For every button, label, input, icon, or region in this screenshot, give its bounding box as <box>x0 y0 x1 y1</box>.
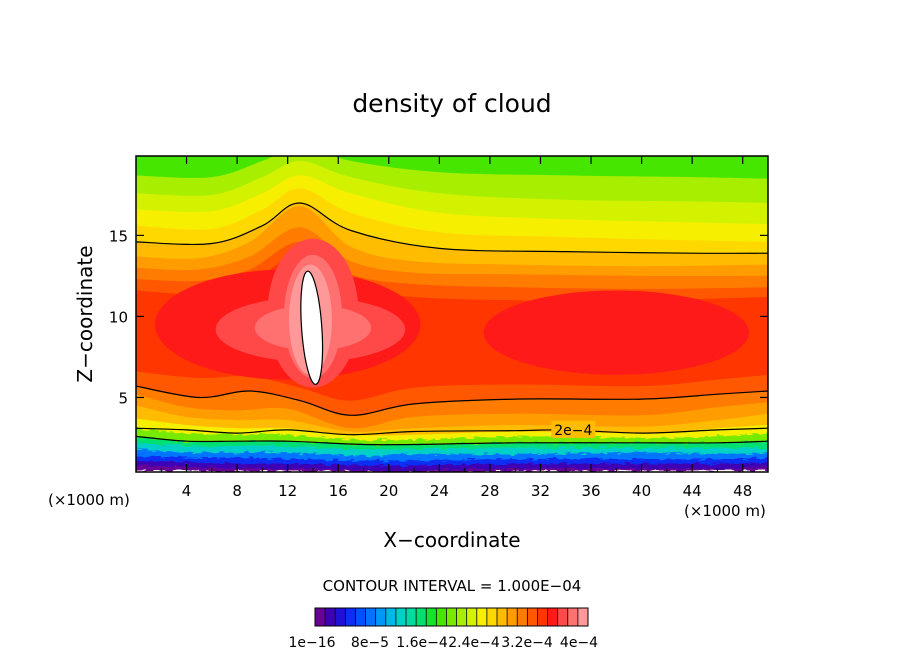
y-tick-label: 5 <box>118 389 128 407</box>
colorbar-swatch <box>476 608 488 626</box>
contour-line-lower-3 <box>136 435 768 446</box>
contour-line-top <box>136 202 768 254</box>
contour-label-bg <box>551 420 596 438</box>
contour-peak-ring <box>300 270 324 385</box>
colorbar-swatch <box>385 608 397 626</box>
colorbar <box>314 607 589 627</box>
contour-lines: 2e−4 <box>136 202 768 446</box>
colorbar-swatch <box>557 608 569 626</box>
colorbar-swatch <box>446 608 457 626</box>
colorbar-swatch <box>406 608 417 626</box>
colorbar-label: 2.4e−4 <box>448 635 500 651</box>
field-band-lower-11 <box>136 465 768 472</box>
x-tick-label: 24 <box>430 482 449 500</box>
x-axis: 4 8 12 16 20 24 28 32 36 40 44 48 <box>160 156 752 500</box>
x-tick-label: 4 <box>182 482 192 500</box>
x-unit-left: (×1000 m) <box>48 491 130 509</box>
colorbar-label: 8e−5 <box>351 635 389 651</box>
colorbar-swatch <box>375 608 387 626</box>
colorbar-swatch <box>567 608 579 626</box>
contour-line-2e-4 <box>136 427 768 436</box>
colorbar-swatch <box>355 608 366 626</box>
colorbar-swatch <box>315 608 326 626</box>
colorbar-swatch <box>486 608 498 626</box>
colorbar-frame <box>314 607 589 627</box>
contour-field <box>136 156 768 472</box>
colorbar-swatch <box>436 608 447 626</box>
x-axis-label: X−coordinate <box>383 528 520 552</box>
contour-line-label: 2e−4 <box>554 423 592 439</box>
colorbar-swatch <box>395 608 407 626</box>
colorbar-swatch <box>577 608 589 626</box>
colorbar-swatch <box>365 608 376 626</box>
colorbar-swatch <box>456 608 467 626</box>
y-tick-label: 15 <box>109 227 128 245</box>
x-tick-label: 8 <box>232 482 242 500</box>
colorbar-swatch <box>325 608 336 626</box>
contour-interval-text: CONTOUR INTERVAL = 1.000E−04 <box>323 577 582 595</box>
colorbar-labels: 1e−16 8e−5 1.6e−4 2.4e−4 3.2e−4 4e−4 <box>288 635 598 651</box>
colorbar-swatch <box>345 608 356 626</box>
x-tick-label: 44 <box>683 482 702 500</box>
colorbar-swatch <box>416 608 427 626</box>
colorbar-label: 3.2e−4 <box>501 635 553 651</box>
colorbar-label: 1.6e−4 <box>396 635 448 651</box>
y-axis-label: Z−coordinate <box>73 245 97 382</box>
y-tick-label: 10 <box>109 308 128 326</box>
x-tick-label: 36 <box>581 482 600 500</box>
colorbar-swatch <box>527 608 538 626</box>
y-axis: 5 10 15 <box>109 227 768 407</box>
colorbar-swatch <box>426 608 437 626</box>
colorbar-swatch <box>507 608 518 626</box>
plot-frame <box>135 155 769 473</box>
colorbar-label: 1e−16 <box>288 635 335 651</box>
colorbar-swatch <box>466 608 478 626</box>
colorbar-swatch <box>517 608 528 626</box>
colorbar-label: 4e−4 <box>560 635 598 651</box>
colorbar-swatch <box>537 608 548 626</box>
x-tick-label: 28 <box>480 482 499 500</box>
colorbar-swatch <box>335 608 346 626</box>
x-tick-label: 48 <box>733 482 752 500</box>
colorbar-swatch <box>547 608 558 626</box>
colorbar-swatch <box>497 608 508 626</box>
x-unit-right: (×1000 m) <box>684 502 766 520</box>
x-tick-label: 40 <box>632 482 651 500</box>
x-tick-label: 20 <box>379 482 398 500</box>
x-tick-label: 32 <box>531 482 550 500</box>
x-tick-label: 16 <box>329 482 348 500</box>
chart-title: density of cloud <box>352 89 551 118</box>
x-tick-label: 12 <box>278 482 297 500</box>
contour-line-lower-1 <box>136 385 768 416</box>
field-core-1 <box>483 290 750 375</box>
